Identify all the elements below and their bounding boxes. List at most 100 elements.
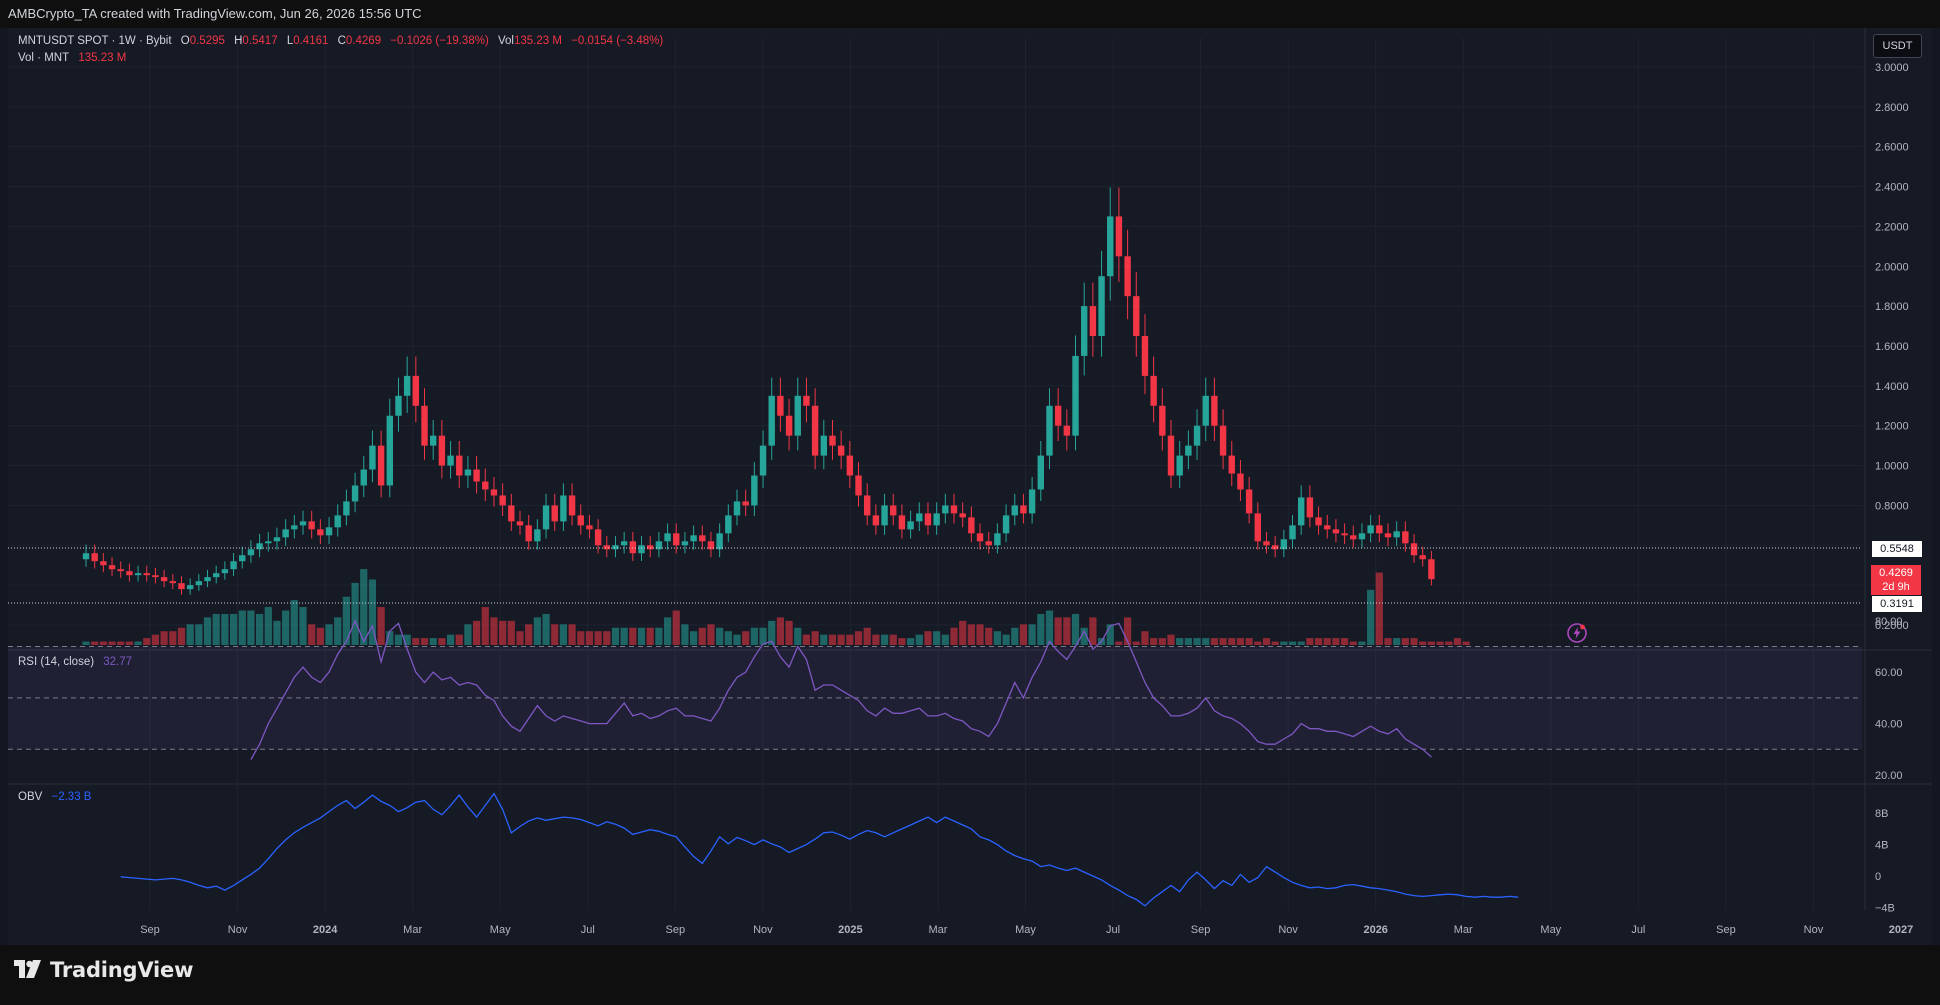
rsi-line — [250, 619, 1432, 760]
volume-bar — [724, 631, 732, 645]
high-label: H — [234, 35, 243, 47]
volume-bar — [959, 620, 967, 645]
candle-body — [343, 501, 350, 516]
candle-body — [846, 455, 854, 476]
candle-body — [681, 541, 689, 546]
volume-title: Vol · MNT — [18, 52, 70, 64]
volume-bar — [1158, 638, 1166, 645]
volume-bar — [316, 627, 324, 645]
price-axis-label: 3.0000 — [1875, 62, 1909, 74]
volume-bar — [1323, 638, 1331, 645]
candle-body — [108, 565, 116, 570]
volume-bar — [91, 641, 99, 645]
candle-body — [942, 505, 949, 514]
volume-bar — [620, 627, 628, 645]
candle-body — [751, 475, 758, 506]
volume-bar — [1115, 641, 1123, 645]
candle-body — [152, 575, 159, 578]
volume-bar — [1445, 641, 1453, 645]
candle-body — [1185, 445, 1192, 456]
rsi-value: 32.77 — [103, 656, 133, 668]
volume-bar — [82, 641, 90, 645]
lightning-bolt-icon[interactable] — [1566, 622, 1588, 644]
volume-bar — [473, 620, 481, 645]
candle-body — [160, 577, 168, 582]
volume-bar — [768, 620, 776, 645]
tradingview-logo[interactable]: TradingView — [14, 958, 193, 982]
candle-body — [482, 481, 489, 490]
attribution-text: AMBCrypto_TA created with TradingView.co… — [8, 6, 422, 21]
candle-body — [785, 415, 793, 436]
candle-body — [1176, 455, 1183, 476]
candle-body — [430, 435, 437, 446]
chart-canvas[interactable]: 0.20000.40000.60000.80001.00001.20001.40… — [8, 28, 1932, 945]
candle-body — [82, 553, 90, 560]
candle-body — [421, 405, 428, 446]
volume-bar — [1045, 610, 1054, 645]
rsi-legend[interactable]: RSI (14, close) 32.77 — [18, 656, 132, 668]
candle-body — [386, 415, 393, 486]
volume-bar — [516, 631, 524, 645]
volume-bar — [1141, 631, 1149, 645]
volume-bar — [846, 634, 854, 645]
candle-body — [169, 581, 176, 584]
candle-body — [360, 469, 367, 486]
volume-bar — [577, 631, 585, 645]
candle-body — [230, 561, 237, 570]
obv-axis-label: 0 — [1875, 871, 1881, 883]
symbol-name[interactable]: MNTUSDT SPOT · 1W · Bybit — [18, 35, 172, 47]
obv-legend[interactable]: OBV −2.33 B — [18, 791, 91, 803]
volume-bar — [1167, 634, 1175, 645]
candle-body — [768, 395, 775, 446]
volume-bar — [542, 613, 550, 645]
candle-body — [820, 435, 827, 456]
candle-body — [950, 505, 958, 514]
volume-bar — [256, 613, 264, 645]
candle-body — [1107, 216, 1114, 277]
volume-bar — [134, 641, 142, 645]
time-axis-label: 2026 — [1363, 924, 1387, 936]
volume-bar — [837, 634, 845, 645]
candle-body — [1063, 425, 1071, 436]
candle-body — [1332, 529, 1340, 534]
candle-body — [794, 395, 801, 436]
time-axis-label: May — [1540, 924, 1561, 936]
volume-legend[interactable]: Vol · MNT 135.23 M — [18, 52, 126, 64]
rsi-axis-label: 80.00 — [1875, 616, 1903, 628]
open-value: 0.5295 — [189, 35, 225, 47]
volume-bar — [1419, 641, 1427, 645]
candle-body — [864, 495, 871, 516]
volume-bar — [1393, 638, 1401, 645]
candle-body — [707, 541, 715, 550]
tradingview-logo-icon — [14, 960, 41, 978]
volume-bar — [325, 624, 333, 645]
candle-body — [907, 521, 914, 530]
volume-bar — [1367, 589, 1375, 645]
candle-body — [837, 445, 845, 456]
time-axis-label: May — [490, 924, 511, 936]
time-axis-label: 2027 — [1889, 924, 1913, 936]
chart-frame[interactable]: 0.20000.40000.60000.80001.00001.20001.40… — [8, 28, 1932, 945]
candle-body — [742, 501, 749, 506]
candle-body — [1211, 395, 1218, 426]
price-axis-label: 0.2000 — [1875, 620, 1909, 632]
candle-body — [777, 395, 784, 416]
candle-body — [265, 541, 272, 544]
volume-bar — [1071, 613, 1080, 645]
symbol-legend[interactable]: MNTUSDT SPOT · 1W · Bybit O0.5295 H0.541… — [18, 35, 663, 47]
volume-bar — [299, 607, 307, 645]
candle-body — [308, 521, 315, 530]
candle-body — [916, 513, 923, 522]
volume-bar — [629, 627, 637, 645]
candle-body — [508, 505, 515, 522]
volume-bar — [907, 638, 915, 645]
candle-body — [673, 533, 680, 546]
volume-bar — [533, 617, 541, 645]
currency-button[interactable]: USDT — [1873, 34, 1922, 58]
volume-bar — [611, 627, 620, 645]
low-value: 0.4161 — [293, 35, 329, 47]
volume-value: 135.23 M — [78, 52, 127, 64]
candle-body — [638, 545, 645, 554]
obv-title: OBV — [18, 791, 43, 803]
volume-bar — [273, 620, 281, 645]
